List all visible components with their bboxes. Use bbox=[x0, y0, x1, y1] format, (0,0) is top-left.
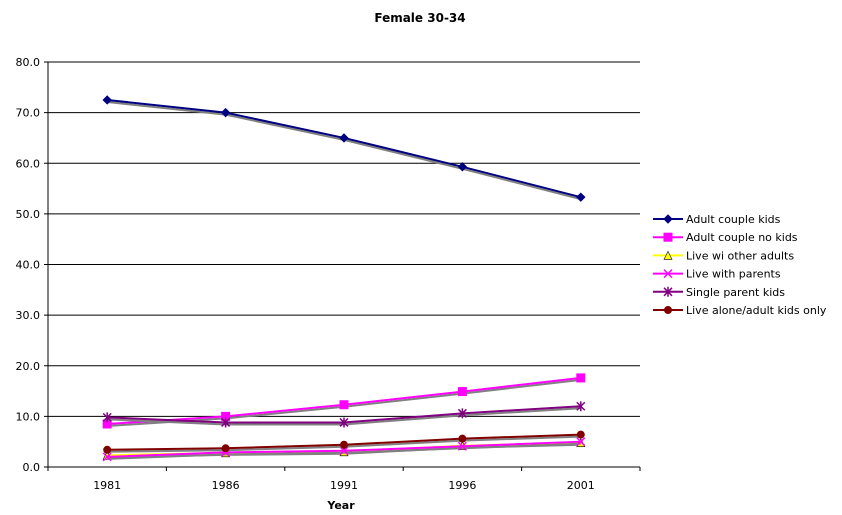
series-shadow bbox=[107, 442, 581, 460]
data-point bbox=[576, 430, 585, 439]
data-point bbox=[457, 408, 467, 419]
series-4 bbox=[102, 401, 586, 428]
x-tick-label: 1986 bbox=[212, 479, 240, 492]
y-tick-label: 30.0 bbox=[16, 309, 41, 322]
data-point bbox=[576, 373, 586, 383]
data-point bbox=[457, 387, 467, 397]
x-tick-label: 1991 bbox=[330, 479, 358, 492]
legend-label: Live wi other adults bbox=[686, 249, 794, 262]
legend-item: Adult couple no kids bbox=[653, 231, 798, 244]
legend-label: Adult couple no kids bbox=[686, 231, 798, 244]
y-tick-label: 60.0 bbox=[16, 157, 41, 170]
data-point bbox=[102, 95, 112, 105]
data-point bbox=[576, 401, 586, 412]
series-shadow bbox=[107, 100, 582, 201]
legend-label: Live alone/adult kids only bbox=[686, 304, 827, 317]
legend-label: Adult couple kids bbox=[686, 213, 781, 226]
y-tick-label: 10.0 bbox=[16, 410, 41, 423]
y-tick-label: 50.0 bbox=[16, 208, 41, 221]
legend-item: Live with parents bbox=[653, 268, 781, 281]
legend-item: Live wi other adults bbox=[653, 249, 794, 262]
x-tick-label: 2001 bbox=[567, 479, 595, 492]
legend-item: Live alone/adult kids only bbox=[653, 304, 827, 317]
data-point bbox=[221, 417, 231, 428]
y-tick-label: 40.0 bbox=[16, 259, 41, 272]
data-point bbox=[103, 445, 112, 454]
legend-marker bbox=[663, 250, 673, 260]
data-point bbox=[221, 444, 230, 453]
legend-item: Adult couple kids bbox=[653, 213, 781, 226]
series-0 bbox=[102, 95, 586, 202]
data-point bbox=[576, 192, 586, 202]
data-point bbox=[339, 400, 349, 410]
data-point bbox=[220, 107, 231, 118]
axes bbox=[44, 61, 641, 471]
legend-marker bbox=[663, 286, 673, 297]
data-point bbox=[457, 162, 468, 172]
data-point bbox=[339, 417, 349, 428]
gridlines bbox=[48, 61, 640, 417]
legend-marker bbox=[663, 269, 673, 279]
chart-title: Female 30-34 bbox=[374, 11, 465, 25]
y-tick-label: 20.0 bbox=[16, 360, 41, 373]
y-tick-label: 0.0 bbox=[23, 461, 41, 474]
data-point bbox=[576, 437, 586, 447]
data-point bbox=[102, 452, 112, 462]
legend: Adult couple kids Adult couple no kids Liv… bbox=[653, 213, 827, 317]
legend-marker bbox=[663, 232, 673, 242]
legend-label: Live with parents bbox=[686, 268, 781, 281]
series-3 bbox=[102, 437, 586, 462]
series-group bbox=[102, 95, 586, 462]
legend-label: Single parent kids bbox=[686, 286, 785, 299]
data-point bbox=[102, 412, 112, 423]
y-tick-labels: 0.0 10.0 20.0 30.0 40.0 50.0 60.0 70.0 80.0 bbox=[16, 56, 41, 474]
data-point bbox=[339, 133, 349, 143]
data-point bbox=[340, 440, 348, 449]
legend-marker bbox=[663, 214, 673, 224]
data-point bbox=[458, 434, 467, 443]
series-line bbox=[107, 98, 582, 199]
x-tick-label: 1996 bbox=[448, 479, 476, 492]
series-5 bbox=[103, 430, 585, 454]
y-tick-label: 70.0 bbox=[16, 107, 41, 120]
legend-item: Single parent kids bbox=[653, 286, 785, 299]
legend-marker bbox=[664, 306, 672, 314]
x-tick-label: 1981 bbox=[93, 479, 121, 492]
x-tick-labels: 1981 1986 1991 1996 2001 bbox=[93, 479, 595, 492]
data-point bbox=[457, 441, 467, 451]
y-tick-label: 80.0 bbox=[16, 56, 41, 69]
x-axis-title: Year bbox=[326, 499, 355, 512]
data-point bbox=[339, 446, 349, 456]
